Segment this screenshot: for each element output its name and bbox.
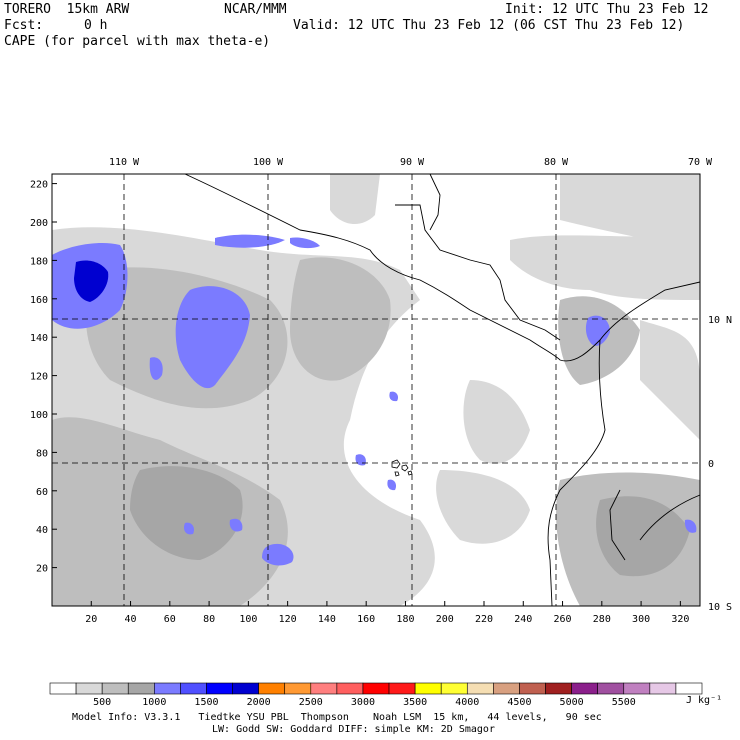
galapagos-islands xyxy=(391,459,413,477)
colorbar-swatch xyxy=(649,682,677,695)
y-tick-label: 100 xyxy=(30,410,48,421)
colorbar-swatch xyxy=(362,682,390,695)
longitude-label: 90 W xyxy=(400,157,425,168)
colorbar-swatch xyxy=(440,682,468,695)
model-name: TORERO 15km ARW xyxy=(4,2,130,17)
y-tick-label: 40 xyxy=(36,525,48,536)
colorbar-swatch xyxy=(597,682,625,695)
colorbar-swatch xyxy=(414,682,442,695)
colorbar-label: 500 xyxy=(93,697,111,708)
colorbar-swatch xyxy=(623,682,651,695)
org-name: NCAR/MMM xyxy=(224,2,287,17)
colorbar-swatch xyxy=(232,682,259,695)
colorbar-swatch xyxy=(101,682,129,695)
x-tick-label: 140 xyxy=(318,614,336,625)
field-name: CAPE (for parcel with max theta-e) xyxy=(4,34,271,49)
x-tick-label: 20 xyxy=(85,614,97,625)
x-tick-label: 160 xyxy=(357,614,375,625)
longitude-labels: 110 W 100 W 90 W 80 W 70 W xyxy=(109,157,713,168)
x-tick-label: 280 xyxy=(593,614,611,625)
colorbar-label: 1500 xyxy=(194,697,218,708)
y-axis: 20 40 60 80 100 120 140 160 180 200 220 xyxy=(30,180,57,575)
map-frame xyxy=(51,173,701,607)
y-tick-label: 60 xyxy=(36,487,48,498)
y-tick-label: 120 xyxy=(30,372,48,383)
latitude-label: 10 S xyxy=(708,602,732,613)
colorbar-swatch xyxy=(493,682,520,695)
cape-shading xyxy=(52,174,700,606)
colorbar-swatch xyxy=(388,682,416,695)
colorbar-label: 2000 xyxy=(247,697,271,708)
y-tick-label: 160 xyxy=(30,295,48,306)
colorbar: 500 1000 1500 2000 2500 3000 3500 4000 4500 5000 5… xyxy=(49,682,703,708)
x-tick-label: 100 xyxy=(239,614,257,625)
x-tick-label: 200 xyxy=(436,614,454,625)
y-tick-label: 220 xyxy=(30,180,48,191)
colorbar-swatch xyxy=(258,682,286,695)
forecast-label: Fcst: xyxy=(4,18,44,33)
colorbar-swatch xyxy=(180,682,207,695)
latitude-labels: 10 N 0 10 S xyxy=(708,315,732,613)
y-tick-label: 200 xyxy=(30,218,48,229)
x-tick-label: 300 xyxy=(632,614,650,625)
colorbar-swatch xyxy=(545,682,572,695)
colorbar-label: 4000 xyxy=(455,697,479,708)
colorbar-swatch xyxy=(284,682,312,695)
x-tick-label: 180 xyxy=(396,614,414,625)
x-axis: 20 40 60 80 100 120 140 160 180 200 220 240 260 280 30… xyxy=(85,601,689,625)
colorbar-units: J kg⁻¹ xyxy=(686,695,722,706)
model-info-line2: LW: Godd SW: Goddard DIFF: simple KM: 2D… xyxy=(212,724,495,735)
init-time: Init: 12 UTC Thu 23 Feb 12 xyxy=(505,2,709,17)
colorbar-swatch xyxy=(75,682,103,695)
colorbar-swatch xyxy=(49,682,77,695)
y-tick-label: 140 xyxy=(30,333,48,344)
forecast-hour: 0 h xyxy=(84,18,108,33)
colorbar-label: 1000 xyxy=(142,697,166,708)
colorbar-swatch xyxy=(310,682,338,695)
x-tick-label: 320 xyxy=(671,614,689,625)
longitude-label: 80 W xyxy=(544,157,569,168)
x-tick-label: 40 xyxy=(125,614,137,625)
model-info-line1: Model Info: V3.3.1 Tiedtke YSU PBL Thomp… xyxy=(72,712,602,723)
colorbar-swatch xyxy=(206,682,233,695)
colorbar-label: 2500 xyxy=(299,697,323,708)
x-tick-label: 120 xyxy=(279,614,297,625)
colorbar-label: 4500 xyxy=(507,697,531,708)
colorbar-swatch xyxy=(466,682,494,695)
latitude-label: 0 xyxy=(708,459,714,470)
colorbar-label: 5500 xyxy=(612,697,636,708)
x-tick-label: 220 xyxy=(475,614,493,625)
colorbar-swatch xyxy=(675,682,703,695)
colorbar-label: 5000 xyxy=(560,697,584,708)
longitude-label: 70 W xyxy=(688,157,713,168)
colorbar-swatch xyxy=(127,682,155,695)
colorbar-label: 3500 xyxy=(403,697,427,708)
colorbar-swatch xyxy=(571,682,598,695)
longitude-label: 110 W xyxy=(109,157,140,168)
colorbar-swatch xyxy=(336,682,364,695)
y-tick-label: 20 xyxy=(36,564,48,575)
x-tick-label: 80 xyxy=(203,614,215,625)
longitude-label: 100 W xyxy=(253,157,284,168)
valid-time: Valid: 12 UTC Thu 23 Feb 12 (06 CST Thu … xyxy=(293,18,685,33)
x-tick-label: 60 xyxy=(164,614,176,625)
colorbar-label: 3000 xyxy=(351,697,375,708)
latitude-label: 10 N xyxy=(708,315,732,326)
graticule xyxy=(52,174,700,606)
colorbar-swatch xyxy=(519,682,546,695)
x-tick-label: 240 xyxy=(514,614,532,625)
y-tick-label: 180 xyxy=(30,256,48,267)
y-tick-label: 80 xyxy=(36,448,48,459)
x-tick-label: 260 xyxy=(554,614,572,625)
coastlines xyxy=(184,173,701,607)
colorbar-swatch xyxy=(154,682,181,695)
